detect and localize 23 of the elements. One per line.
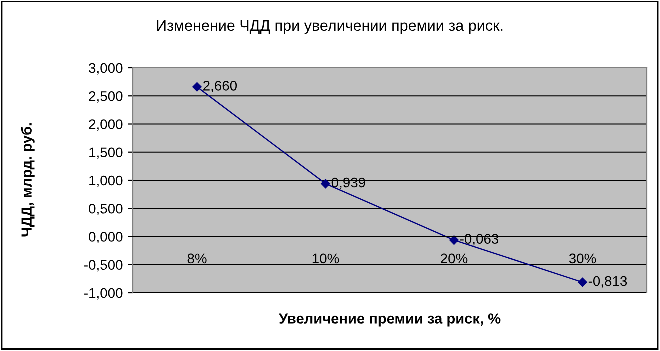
y-tick-label: 1,000 <box>90 176 123 188</box>
point <box>578 278 588 288</box>
x-tick-label: 20% <box>441 254 468 264</box>
text: -0,063 <box>460 234 499 246</box>
y-tick-label: 2,500 <box>89 91 123 103</box>
y-tick-label: 2,000 <box>89 120 123 132</box>
x-tick-label: 8% <box>188 254 207 264</box>
x-tick-label: 30% <box>569 254 596 264</box>
y-tick-label: 3,000 <box>89 63 123 75</box>
y-tick-label: 1,500 <box>90 148 123 160</box>
x-axis-title: Увеличение премии за риск, % <box>278 314 501 327</box>
text: -0,813 <box>588 276 628 288</box>
chart-title: Изменение ЧДД при увеличении премии за риск. <box>157 20 503 34</box>
x-tick-label: 10% <box>312 254 340 264</box>
point <box>192 82 202 92</box>
point <box>321 179 330 189</box>
y-tick-label: 0,500 <box>89 204 123 216</box>
y-tick-label: 0,000 <box>89 232 123 244</box>
y-tick-label: -0,500 <box>84 260 123 272</box>
point <box>450 236 459 245</box>
y-tick-label: -1,000 <box>84 288 123 300</box>
y-axis-title: ЧДД, млрд. руб. <box>21 124 35 237</box>
text: 2,660 <box>204 81 238 92</box>
